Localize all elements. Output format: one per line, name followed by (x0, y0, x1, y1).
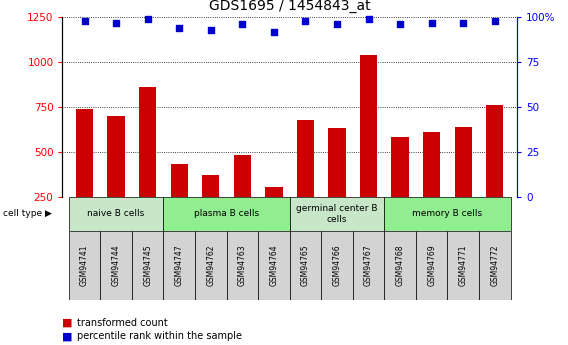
Point (301, 18, 310, 23)
Text: ■: ■ (62, 332, 73, 341)
Text: GSM94769: GSM94769 (427, 245, 436, 286)
Text: memory B cells: memory B cells (412, 209, 483, 218)
Point (269, 29, 278, 34)
Point (395, 22, 404, 27)
Bar (296, 119, 314, 197)
Point (111, 20, 120, 26)
Bar (360, 55, 377, 197)
Point (143, 16, 152, 22)
Text: cell type ▶: cell type ▶ (3, 209, 52, 218)
Bar (170, 164, 188, 197)
Bar (132, 231, 164, 300)
Text: GSM94767: GSM94767 (364, 245, 373, 286)
Text: GSM94762: GSM94762 (206, 245, 215, 286)
Bar (101, 231, 132, 300)
Bar (321, 231, 353, 300)
Point (175, 25, 184, 31)
Point (459, 20, 468, 26)
Text: GSM94744: GSM94744 (112, 245, 120, 286)
Text: naive B cells: naive B cells (87, 209, 145, 218)
Text: GSM94747: GSM94747 (175, 245, 183, 286)
Bar (164, 197, 290, 231)
Bar (290, 197, 385, 231)
Text: percentile rank within the sample: percentile rank within the sample (77, 332, 241, 341)
Text: GSM94764: GSM94764 (269, 245, 278, 286)
Point (332, 22, 341, 27)
Point (238, 22, 247, 27)
Text: germinal center B
cells: germinal center B cells (296, 204, 378, 224)
Text: GSM94771: GSM94771 (459, 245, 467, 286)
Bar (227, 231, 258, 300)
Bar (195, 231, 227, 300)
Bar (391, 137, 409, 197)
Bar (164, 231, 195, 300)
Point (206, 27, 215, 32)
Bar (353, 231, 385, 300)
Text: plasma B cells: plasma B cells (194, 209, 259, 218)
Bar (76, 109, 93, 197)
Title: GDS1695 / 1454843_at: GDS1695 / 1454843_at (209, 0, 370, 13)
Bar (202, 175, 219, 197)
Bar (258, 231, 290, 300)
Point (427, 20, 436, 26)
Bar (385, 231, 416, 300)
Bar (107, 116, 125, 197)
Bar (328, 128, 346, 197)
Text: GSM94768: GSM94768 (396, 245, 404, 286)
Bar (486, 105, 503, 197)
Bar (416, 231, 448, 300)
Text: GSM94741: GSM94741 (80, 245, 89, 286)
Bar (423, 132, 440, 197)
Text: GSM94772: GSM94772 (490, 245, 499, 286)
Bar (448, 231, 479, 300)
Text: GSM94763: GSM94763 (238, 245, 247, 286)
Text: GSM94766: GSM94766 (332, 245, 341, 286)
Point (490, 18, 499, 23)
Bar (233, 155, 251, 197)
Bar (479, 231, 511, 300)
Bar (265, 187, 283, 197)
Bar (69, 197, 164, 231)
Bar (385, 197, 511, 231)
Bar (454, 127, 472, 197)
Point (364, 16, 373, 22)
Bar (69, 231, 101, 300)
Text: ■: ■ (62, 318, 73, 327)
Point (80, 18, 89, 23)
Text: transformed count: transformed count (77, 318, 168, 327)
Bar (290, 231, 321, 300)
Bar (139, 87, 156, 197)
Text: GSM94745: GSM94745 (143, 245, 152, 286)
Text: GSM94765: GSM94765 (301, 245, 310, 286)
